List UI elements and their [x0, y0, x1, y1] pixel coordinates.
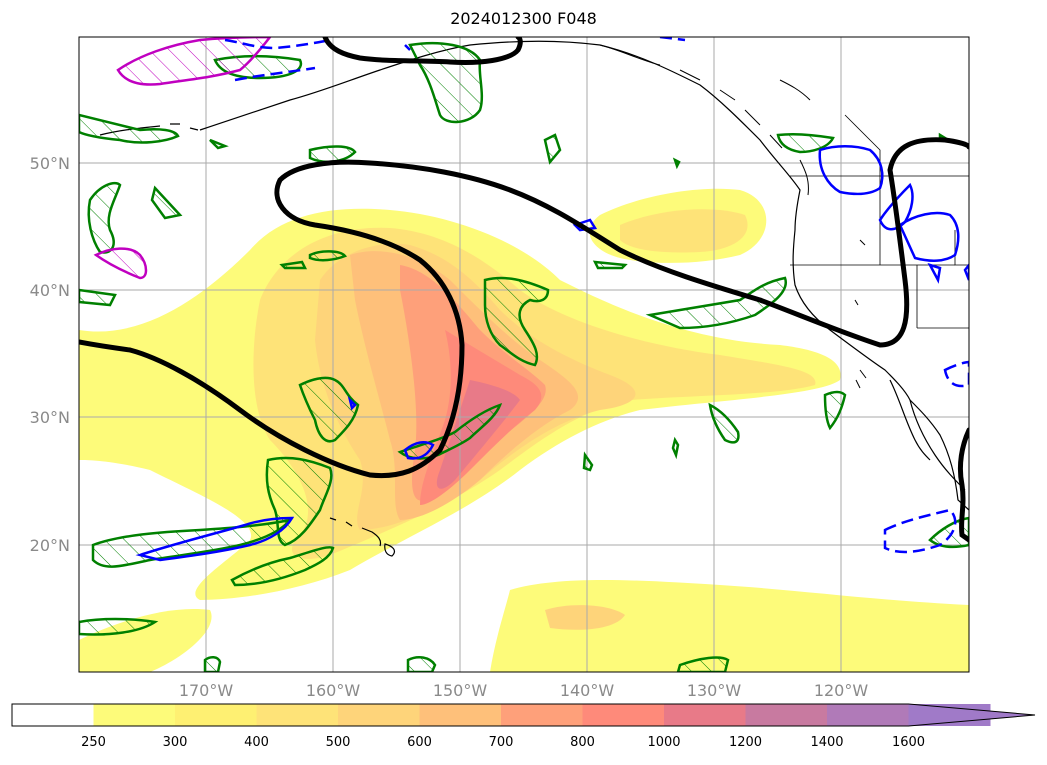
colorbar-segment: [582, 704, 665, 726]
colorbar-tick-label: 300: [163, 735, 188, 750]
map-plot-area: [79, 37, 969, 672]
lon-label-130w: 130°W: [687, 681, 742, 700]
magenta-hatched-contours: [93, 37, 272, 280]
mexico-coast: [909, 399, 966, 491]
thick-black-contours: [79, 37, 969, 543]
colorbar-tick-label: 1400: [810, 735, 843, 750]
lat-label-40: 40°N: [30, 281, 70, 300]
lat-label-20: 20°N: [30, 536, 70, 555]
lon-label-140w: 140°W: [560, 681, 615, 700]
colorbar-segment: [175, 704, 257, 726]
alaska-coast: [199, 40, 969, 511]
colorbar-tick-label: 700: [489, 735, 514, 750]
colorbar-segment: [12, 704, 94, 726]
colorbar-tick-label: 500: [326, 735, 351, 750]
ivt-level-250-sw: [79, 609, 212, 672]
colorbar-tick-label: 250: [81, 735, 106, 750]
lon-label-120w: 120°W: [814, 681, 869, 700]
map-frame: [78, 36, 970, 673]
colorbar: 250 300 400 500 600 700 800 1000 1200 1400 1600: [11, 703, 1036, 750]
latitude-labels: 50°N 40°N 30°N 20°N: [30, 154, 70, 555]
colorbar-outline: [11, 703, 1036, 727]
colorbar-tick-label: 400: [244, 735, 269, 750]
ivt-level-300-s: [545, 605, 625, 630]
colorbar-tick-label: 1600: [892, 735, 925, 750]
colorbar-segment: [93, 704, 176, 726]
ivt-level-300-nw: [620, 209, 748, 253]
colorbar-segment: [501, 704, 583, 726]
colorbar-tick-label: 800: [570, 735, 595, 750]
colorbar-extend-arrow: [908, 704, 1035, 726]
islands: [599, 44, 867, 389]
blue-contours: [135, 145, 969, 562]
colorbar-segment: [256, 704, 339, 726]
lon-label-150w: 150°W: [433, 681, 488, 700]
colorbar-tick-label: 600: [407, 735, 432, 750]
coastlines: [99, 40, 969, 557]
colorbar-tick-label: 1200: [729, 735, 762, 750]
hawaii-islands: [329, 517, 396, 557]
baja-peninsula: [889, 379, 931, 461]
colorbar-segment: [745, 704, 828, 726]
colorbar-segment: [827, 704, 909, 726]
longitude-labels: 170°W 160°W 150°W 140°W 130°W 120°W: [179, 681, 869, 700]
colorbar-segment: [419, 704, 502, 726]
lon-label-160w: 160°W: [306, 681, 361, 700]
lon-label-170w: 170°W: [179, 681, 234, 700]
colorbar-segment: [338, 704, 420, 726]
colorbar-tick-label: 1000: [647, 735, 680, 750]
colorbar-segment: [664, 704, 746, 726]
lat-label-50: 50°N: [30, 154, 70, 173]
lat-label-30: 30°N: [30, 408, 70, 427]
page-title: 2024012300 F048: [450, 9, 597, 28]
ivt-level-250-pacific-south: [490, 580, 969, 672]
